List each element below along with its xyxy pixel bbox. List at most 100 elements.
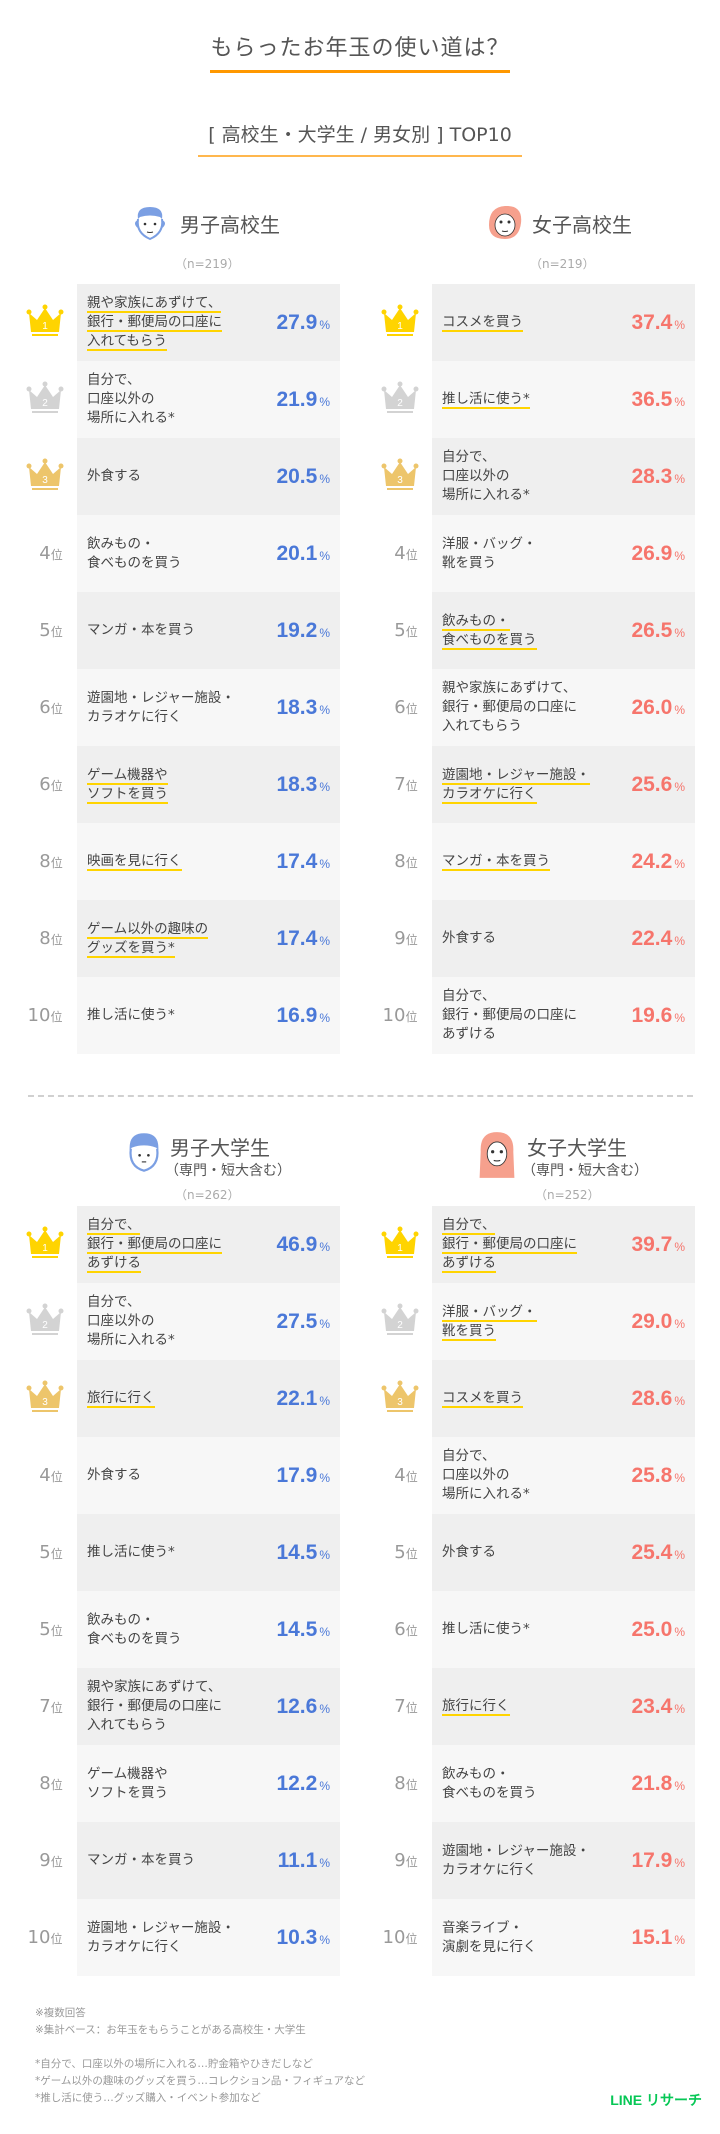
group-subtitle: （専門・短大含む）: [522, 1163, 648, 1179]
percentage-value: 15.1%: [631, 1925, 685, 1949]
svg-text:1: 1: [42, 1243, 48, 1254]
percentage-value: 26.9%: [631, 541, 685, 565]
rank-badge: 1: [15, 284, 75, 361]
item-label: 親や家族にあずけて、 銀行・郵便局の口座に 入れてもらう: [87, 1679, 222, 1733]
brand-logo: LINE リサーチ: [610, 2092, 702, 2108]
ranking-row: 自分で、 口座以外の 場所に入れる* 27.5%: [77, 1283, 340, 1360]
rank-badge: 4位: [15, 1437, 75, 1514]
rank-badge: 1: [370, 1206, 430, 1283]
rank-number: 7位: [394, 774, 418, 795]
crown-icon: 2: [26, 1303, 64, 1341]
percentage-value: 24.2%: [631, 849, 685, 873]
item-label: 親や家族にあずけて、 銀行・郵便局の口座に 入れてもらう: [442, 680, 577, 734]
sample-size: （n=219）: [175, 257, 240, 271]
rank-number: 10位: [27, 1927, 63, 1948]
ranking-row: 遊園地・レジャー施設・ カラオケに行く 18.3%: [77, 669, 340, 746]
percentage-value: 21.9%: [276, 387, 330, 411]
ranking-row: 推し活に使う* 16.9%: [77, 977, 340, 1054]
rank-badge: 3: [15, 1360, 75, 1437]
rank-badge: 6位: [370, 1591, 430, 1668]
rank-badge: 3: [15, 438, 75, 515]
rank-number: 6位: [39, 774, 63, 795]
rank-number: 5位: [394, 620, 418, 641]
crown-icon: 3: [381, 458, 419, 496]
rank-number: 5位: [39, 620, 63, 641]
percentage-value: 14.5%: [276, 1617, 330, 1641]
percentage-value: 12.6%: [276, 1694, 330, 1718]
item-label: 飲みもの・ 食べものを買う: [87, 535, 182, 571]
item-label: 旅行に行く: [87, 1390, 155, 1408]
item-label: 飲みもの・ 食べものを買う: [87, 1611, 182, 1647]
ranking-row: ゲーム機器や ソフトを買う 18.3%: [77, 746, 340, 823]
percentage-value: 22.1%: [276, 1386, 330, 1410]
item-label: マンガ・本を買う: [87, 1852, 195, 1868]
ranking-row: 推し活に使う* 25.0%: [432, 1591, 695, 1668]
ranking-row: 親や家族にあずけて、 銀行・郵便局の口座に 入れてもらう 27.9%: [77, 284, 340, 361]
ranking-row: 遊園地・レジャー施設・ カラオケに行く 10.3%: [77, 1899, 340, 1976]
item-label: 自分で、 口座以外の 場所に入れる*: [87, 372, 175, 426]
item-label: 飲みもの・ 食べものを買う: [442, 612, 537, 650]
item-label: 外食する: [442, 1544, 496, 1560]
percentage-value: 25.4%: [631, 1540, 685, 1564]
ranking-row: 自分で、 口座以外の 場所に入れる* 28.3%: [432, 438, 695, 515]
percentage-value: 16.9%: [276, 1003, 330, 1027]
ranking-row: 音楽ライブ・ 演劇を見に行く 15.1%: [432, 1899, 695, 1976]
sample-size: （n=252）: [535, 1188, 600, 1202]
sample-size: （n=262）: [175, 1188, 240, 1202]
ranking-row: マンガ・本を買う 19.2%: [77, 592, 340, 669]
ranking-row: 洋服・バッグ・ 靴を買う 26.9%: [432, 515, 695, 592]
ranking-row: 映画を見に行く 17.4%: [77, 823, 340, 900]
svg-text:2: 2: [397, 398, 403, 409]
rank-number: 9位: [394, 928, 418, 949]
rank-badge: 8位: [15, 900, 75, 977]
group-name: 女子高校生: [532, 213, 632, 237]
column-male-university: 男子大学生 （専門・短大含む） （n=262） 1 自分で、 銀行・郵便局の口座にあ…: [0, 1120, 360, 1976]
item-label: 洋服・バッグ・ 靴を買う: [442, 1303, 537, 1341]
ranking-row: 洋服・バッグ・ 靴を買う 29.0%: [432, 1283, 695, 1360]
percentage-value: 11.1%: [277, 1848, 330, 1872]
rank-badge: 7位: [370, 746, 430, 823]
rank-number: 4位: [39, 543, 63, 564]
rank-badge: 10位: [15, 977, 75, 1054]
footnote-line: *自分で、口座以外の場所に入れる…貯金箱やひきだしなど: [35, 2058, 313, 2070]
rank-badge: 5位: [370, 1514, 430, 1591]
percentage-value: 19.6%: [631, 1003, 685, 1027]
rank-badge: 9位: [370, 1822, 430, 1899]
crown-icon: 3: [26, 1380, 64, 1418]
ranking-row: 飲みもの・ 食べものを買う 26.5%: [432, 592, 695, 669]
rank-badge: 5位: [15, 592, 75, 669]
group-header: 男子大学生 （専門・短大含む） （n=262）: [0, 1120, 360, 1202]
percentage-value: 22.4%: [631, 926, 685, 950]
item-label: コスメを買う: [442, 314, 523, 332]
item-label: 自分で、 口座以外の 場所に入れる*: [442, 449, 530, 503]
rank-badge: 7位: [15, 1668, 75, 1745]
rank-badge: 7位: [370, 1668, 430, 1745]
boy-face-icon: [129, 1133, 159, 1172]
ranking-row: 推し活に使う* 36.5%: [432, 361, 695, 438]
page-subtitle: [ 高校生・大学生 / 男女別 ] TOP10: [198, 120, 522, 157]
ranking-row: 旅行に行く 22.1%: [77, 1360, 340, 1437]
item-label: 外食する: [442, 930, 496, 946]
rank-badge: 3: [370, 1360, 430, 1437]
rank-badge: 4位: [370, 1437, 430, 1514]
item-label: 推し活に使う*: [87, 1007, 175, 1023]
rank-number: 8位: [39, 928, 63, 949]
percentage-value: 18.3%: [276, 695, 330, 719]
crown-icon: 1: [381, 304, 419, 342]
item-label: 遊園地・レジャー施設・ カラオケに行く: [87, 689, 235, 725]
rank-badge: 10位: [370, 977, 430, 1054]
rank-badge: 8位: [15, 1745, 75, 1822]
group-name: 男子高校生: [180, 213, 280, 237]
girl-long-hair-icon: [479, 1132, 515, 1178]
item-label: 遊園地・レジャー施設・ カラオケに行く: [442, 766, 590, 804]
percentage-value: 12.2%: [276, 1771, 330, 1795]
group-name: 女子大学生: [527, 1136, 627, 1160]
rank-badge: 6位: [370, 669, 430, 746]
rank-number: 6位: [394, 697, 418, 718]
percentage-value: 20.1%: [276, 541, 330, 565]
svg-text:1: 1: [397, 321, 403, 332]
rank-badge: 5位: [15, 1591, 75, 1668]
rank-badge: 8位: [15, 823, 75, 900]
percentage-value: 25.8%: [631, 1463, 685, 1487]
rank-badge: 9位: [370, 900, 430, 977]
